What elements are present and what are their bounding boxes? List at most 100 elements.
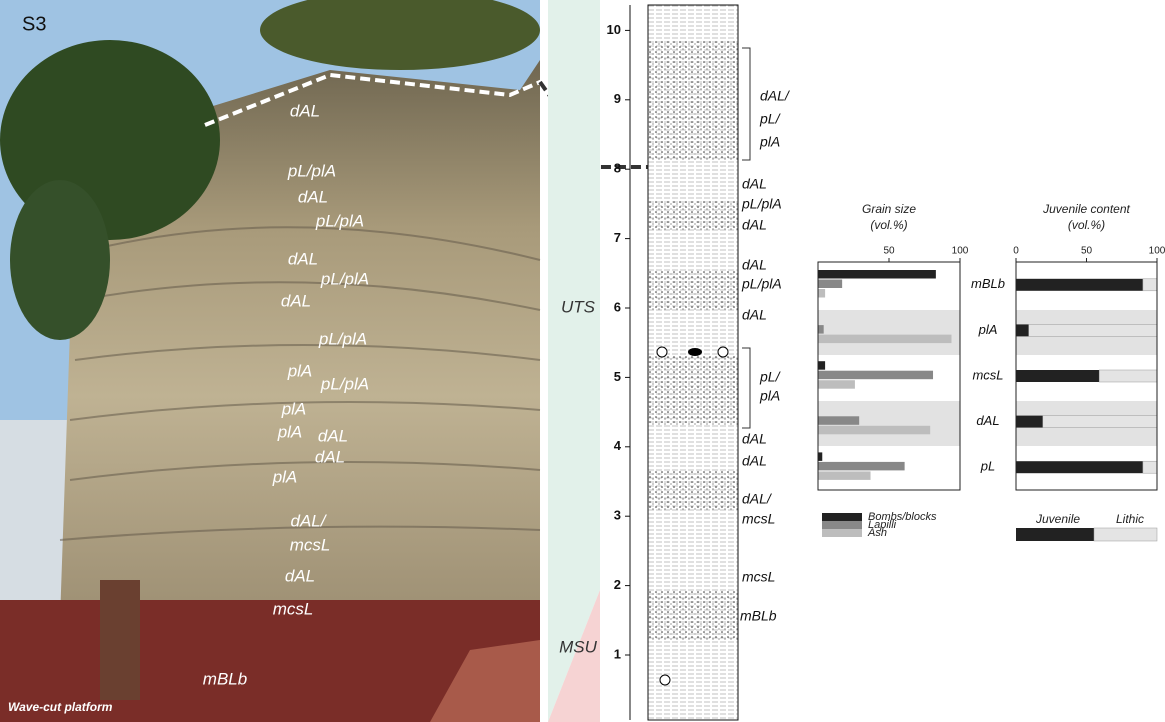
photo-label: dAL (290, 101, 320, 120)
bar (818, 371, 933, 380)
figure: S3 Wave-cut platform UTS MSU dALpL/plAdA… (0, 0, 1165, 722)
legend-swatch (822, 529, 862, 537)
log-label: pL/ (759, 111, 782, 127)
legend-label: Lithic (1116, 512, 1144, 526)
scale-tick-label: 9 (614, 91, 621, 106)
legend-label: Ash (867, 527, 887, 539)
bracket (742, 348, 750, 428)
legend-swatch (1016, 528, 1094, 541)
photo-label: mBLb (203, 669, 247, 688)
photo-label: plA (272, 467, 298, 486)
scale-tick-label: 7 (614, 230, 621, 245)
bar (818, 280, 842, 289)
scale-tick-label: 6 (614, 299, 621, 314)
photo-label: dAL (318, 426, 348, 445)
log-label: mBLb (740, 608, 777, 624)
log-label: dAL (742, 176, 767, 192)
photo-label: plA (277, 422, 303, 441)
scale-tick-label: 2 (614, 577, 621, 592)
log-label: mcsL (742, 511, 775, 527)
legend-swatch (822, 513, 862, 521)
photo-label: dAL (281, 291, 311, 310)
photo-label: dAL/ (291, 511, 328, 530)
bar (1016, 324, 1029, 336)
photo-label: dAL (288, 249, 318, 268)
chart-title: Juvenile content (1042, 202, 1130, 216)
chart-unit: (vol.%) (870, 218, 907, 232)
photo-label: plA (287, 361, 313, 380)
scale-tick-label: 8 (614, 161, 621, 176)
photo-label: pL/plA (320, 269, 369, 288)
photo-caption: Wave-cut platform (8, 700, 113, 714)
log-label: plA (759, 388, 780, 404)
log-labels: dAL/pL/plA dAL pL/plA dAL dAL pL/plA dAL pL/plA… (740, 88, 791, 624)
bar (818, 416, 859, 425)
log-label: pL/plA (741, 196, 782, 212)
bar (818, 335, 951, 344)
category-label: dAL (976, 413, 999, 428)
bar (1016, 461, 1143, 473)
log-label: plA (759, 134, 780, 150)
bar (818, 270, 936, 279)
unit-label: UTS (561, 297, 596, 316)
scale-tick-label: 10 (607, 22, 621, 37)
chart-unit: (vol.%) (1068, 218, 1105, 232)
log-label: dAL/ (742, 491, 773, 507)
chart-title: Grain size (862, 202, 916, 216)
bar (818, 462, 905, 471)
category-label: mBLb (971, 276, 1005, 291)
legend-swatch (822, 521, 862, 529)
log-label: pL/ (759, 369, 782, 385)
bar (1099, 370, 1157, 382)
bar (818, 452, 822, 461)
bar (818, 325, 824, 334)
legend-label: Juvenile (1035, 512, 1080, 526)
photo-label: mcsL (290, 535, 331, 554)
unit-label: MSU (559, 637, 598, 656)
photo-label: pL/plA (318, 329, 367, 348)
log-column (648, 5, 738, 720)
bar (1029, 324, 1157, 336)
category-label: mcsL (972, 367, 1003, 382)
bar (1143, 461, 1157, 473)
x-tick-label: 50 (883, 246, 895, 257)
photo: S3 Wave-cut platform (0, 0, 540, 722)
log-label: mcsL (742, 569, 775, 585)
log-label: dAL (742, 217, 767, 233)
x-tick-label: 50 (1081, 246, 1093, 257)
x-tick-label: 100 (952, 246, 969, 257)
photo-label: dAL (298, 187, 328, 206)
bar (1016, 416, 1043, 428)
figure-label: S3 (22, 13, 46, 35)
log-label: dAL/ (760, 88, 791, 104)
row-band (818, 310, 960, 355)
bar (1143, 279, 1157, 291)
x-tick-label: 0 (1013, 246, 1019, 257)
log-label: pL/plA (741, 276, 782, 292)
photo-label: dAL (285, 566, 315, 585)
photo-label: pL/plA (315, 211, 364, 230)
bracket (742, 48, 750, 160)
log-label: dAL (742, 453, 767, 469)
bar (818, 289, 825, 298)
scale-tick-label: 3 (614, 508, 621, 523)
category-label: pL (980, 459, 995, 474)
log-label: dAL (742, 431, 767, 447)
photo-label: plA (281, 399, 307, 418)
bar (818, 380, 855, 389)
log-label: dAL (742, 307, 767, 323)
bar (818, 426, 930, 435)
scale-tick-label: 4 (614, 438, 622, 453)
photo-label: dAL (315, 447, 345, 466)
legend-swatch (1094, 528, 1157, 541)
log-label: dAL (742, 257, 767, 273)
photo-label: mcsL (273, 599, 314, 618)
bar (1016, 279, 1143, 291)
bar (818, 361, 825, 370)
photo-label: pL/plA (320, 374, 369, 393)
category-label: plA (978, 322, 998, 337)
bar (1016, 370, 1099, 382)
photo-label: pL/plA (287, 161, 336, 180)
